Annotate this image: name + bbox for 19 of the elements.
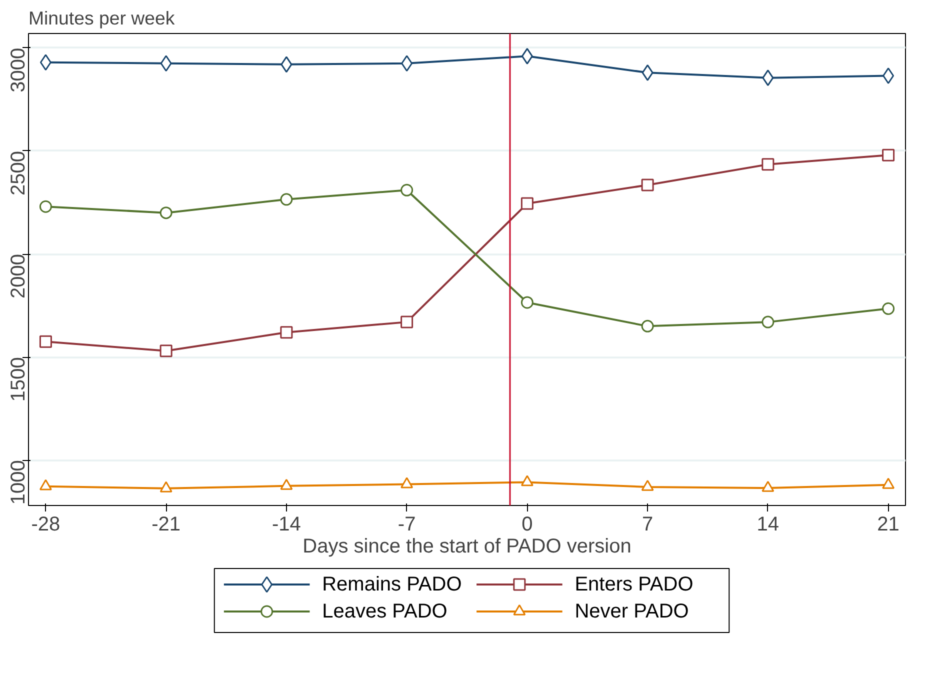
- x-tick-label: 21: [877, 514, 900, 536]
- x-tick-label: -7: [398, 514, 416, 536]
- legend-label: Leaves PADO: [322, 600, 448, 622]
- x-tick-label: 0: [522, 514, 533, 536]
- legend-label: Never PADO: [574, 600, 689, 622]
- x-tick-label: -28: [31, 514, 60, 536]
- x-tick-label: -14: [272, 514, 301, 536]
- y-tick-label: 2000: [8, 254, 30, 299]
- x-axis-title: Days since the start of PADO version: [302, 536, 632, 558]
- y-tick-label: 1000: [8, 460, 30, 505]
- x-tick-label: -21: [152, 514, 181, 536]
- y-tick-label: 2500: [8, 150, 30, 196]
- legend-label: Enters PADO: [574, 574, 694, 596]
- x-tick-label: 14: [756, 514, 780, 536]
- x-tick-label: 7: [642, 514, 654, 536]
- y-axis-title: Minutes per week: [28, 8, 176, 28]
- y-tick-label: 3000: [8, 48, 30, 92]
- legend-label: Remains PADO: [322, 574, 462, 596]
- y-tick-label: 1500: [8, 357, 30, 402]
